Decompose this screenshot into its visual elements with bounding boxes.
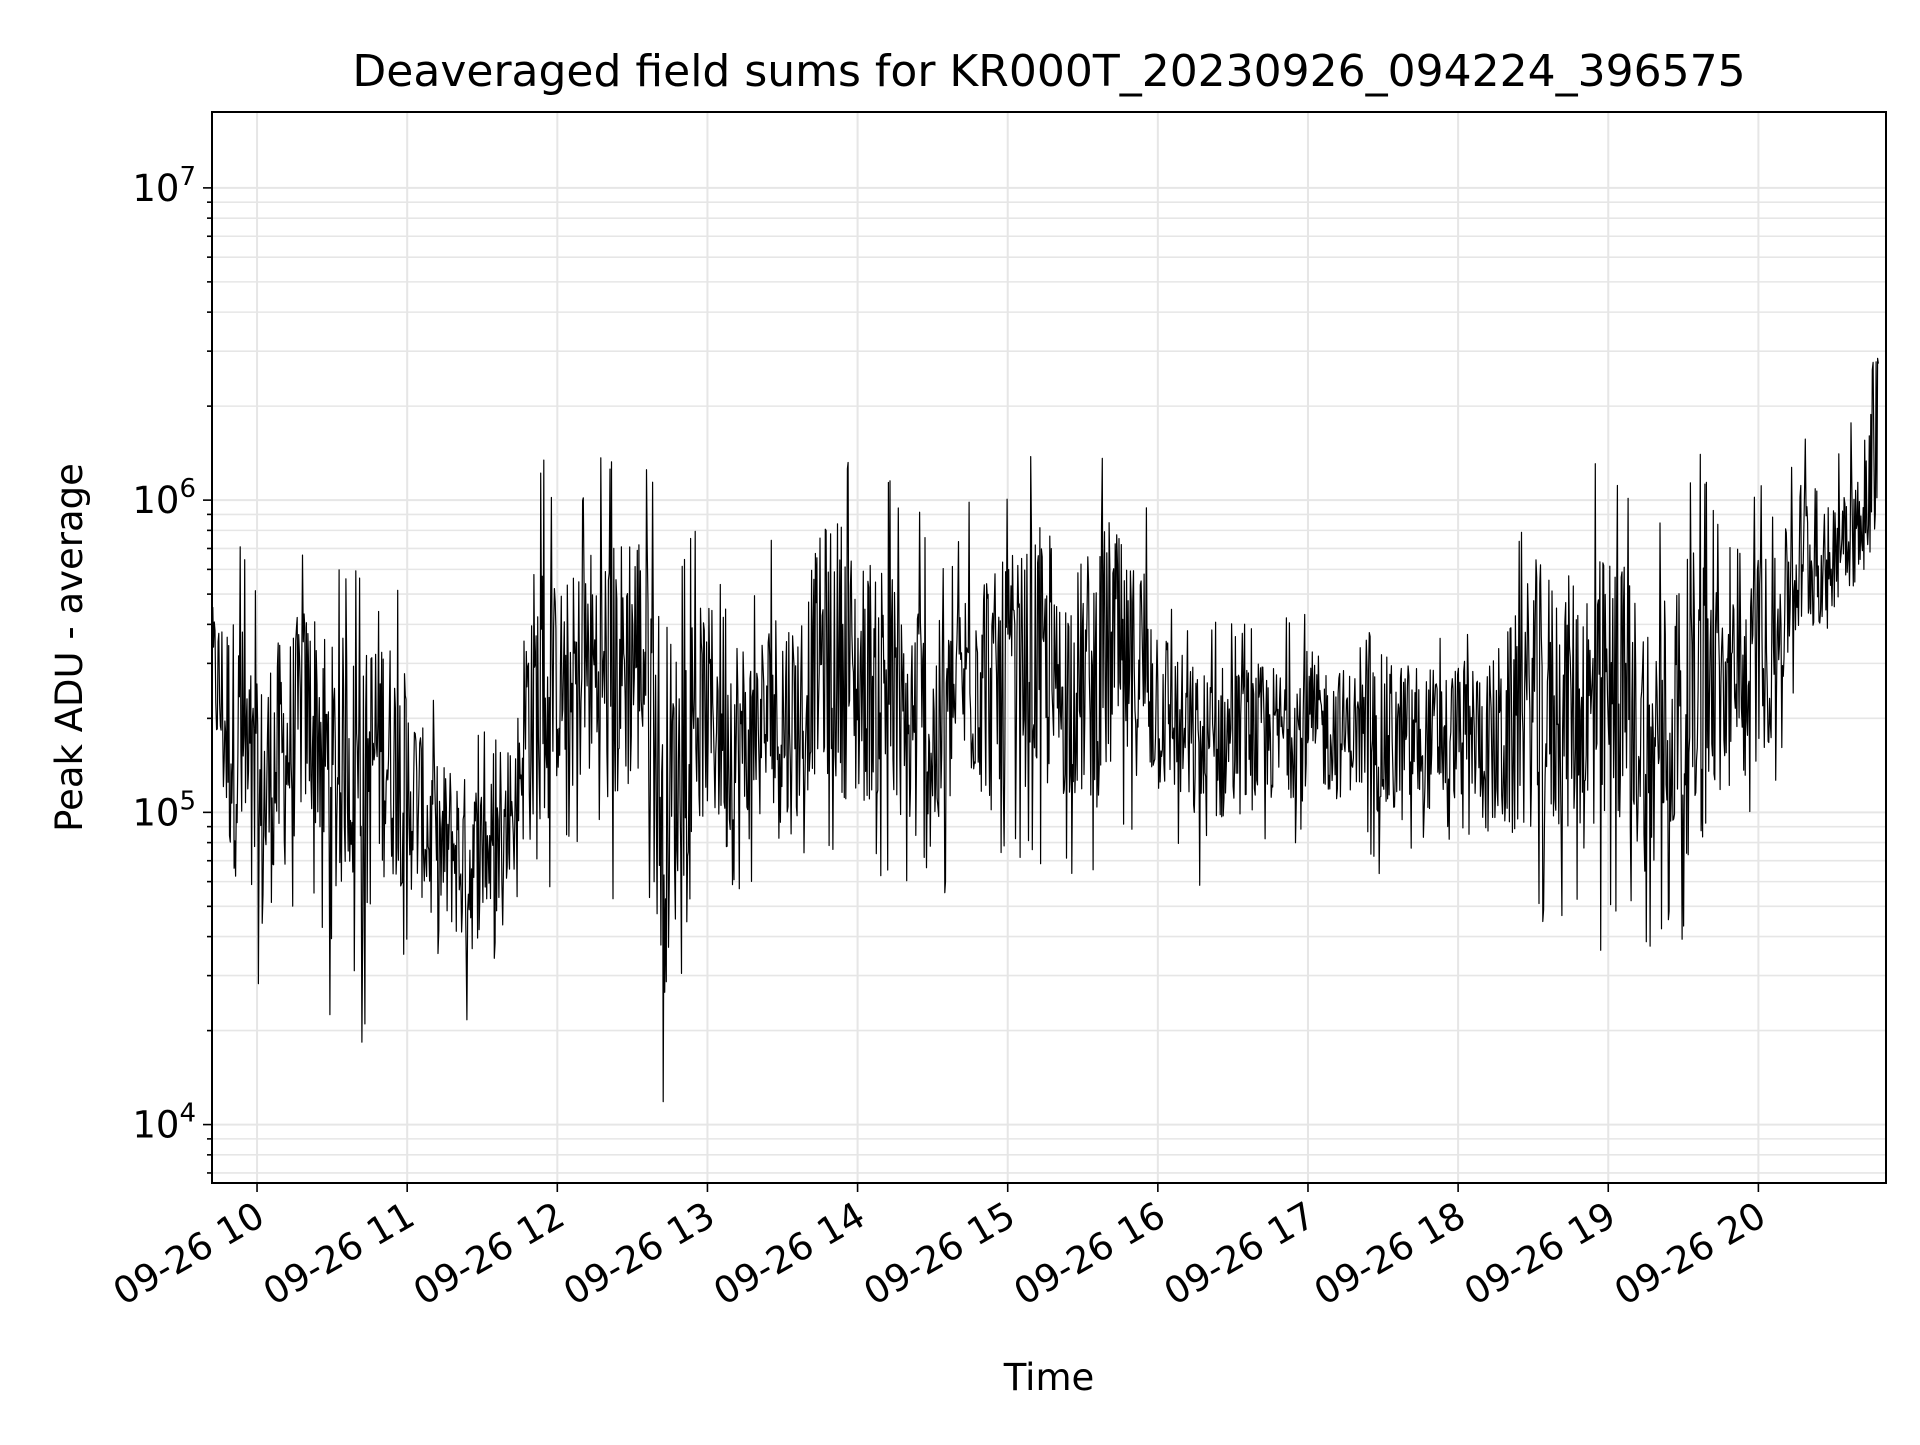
y-axis-label: Peak ADU - average [48,463,91,832]
y-tick-label: 105 [132,786,196,834]
y-tick-label: 104 [132,1099,196,1147]
chart-title: Deaveraged field sums for KR000T_2023092… [352,46,1745,97]
y-tick-label: 106 [132,474,196,522]
y-tick-label: 107 [132,162,196,210]
series-line [211,357,1879,1103]
data-series [211,357,1879,1103]
plot-frame [211,111,1887,1184]
x-axis-label: Time [1003,1356,1095,1399]
